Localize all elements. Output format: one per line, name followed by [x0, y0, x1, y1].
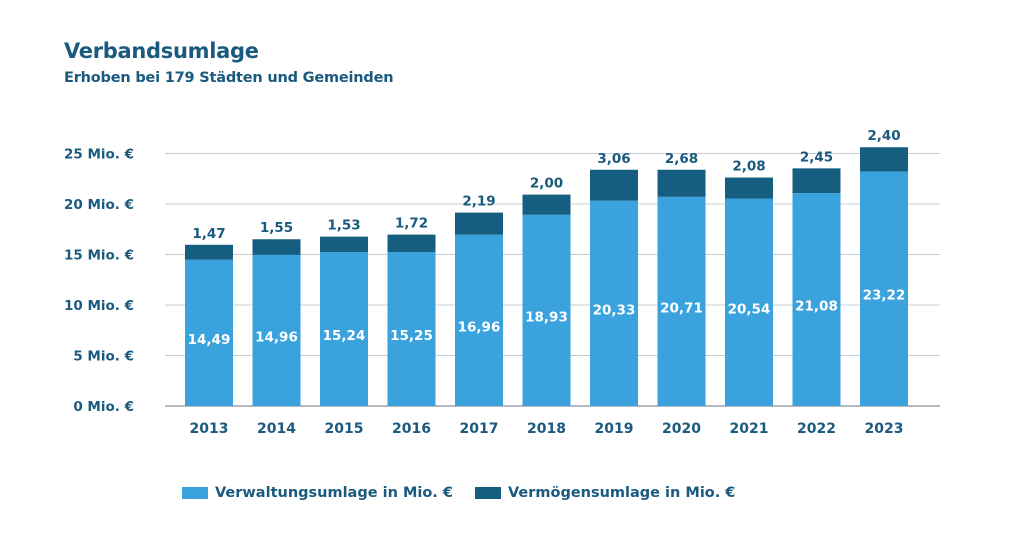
chart-legend: Verwaltungsumlage in Mio. € Vermögensuml… [182, 485, 757, 501]
bar-verwaltung [522, 214, 571, 406]
bar-verwaltung [455, 234, 503, 406]
data-label-vermoegen: 2,00 [530, 176, 563, 192]
x-tick-label: 2014 [257, 421, 296, 437]
bar-vermoegen [387, 234, 436, 252]
bar-vermoegen [657, 169, 706, 197]
bar-verwaltung [252, 254, 301, 406]
y-tick-label: 25 Mio. € [64, 147, 134, 163]
x-tick-label: 2013 [190, 421, 229, 437]
y-tick-label: 15 Mio. € [64, 248, 134, 264]
y-tick-label: 10 Mio. € [64, 298, 134, 314]
data-label-verwaltung: 16,96 [458, 319, 501, 335]
data-label-vermoegen: 3,06 [597, 151, 630, 167]
x-tick-label: 2023 [865, 421, 904, 437]
x-tick-label: 2015 [325, 421, 364, 437]
bar-verwaltung [860, 171, 908, 406]
bar-verwaltung [657, 196, 706, 406]
bar-vermoegen [590, 169, 638, 201]
bar-verwaltung [320, 252, 368, 406]
x-tick-label: 2021 [730, 421, 769, 437]
legend-item-vermoegen: Vermögensumlage in Mio. € [474, 485, 736, 501]
x-tick-label: 2020 [662, 421, 701, 437]
legend-label-vermoegen: Vermögensumlage in Mio. € [507, 485, 736, 501]
data-label-verwaltung: 21,08 [795, 299, 838, 315]
x-tick-label: 2019 [595, 421, 634, 437]
bar-verwaltung [387, 251, 436, 406]
data-label-verwaltung: 18,93 [525, 309, 568, 325]
data-label-vermoegen: 1,72 [395, 216, 428, 232]
data-label-vermoegen: 2,68 [665, 151, 698, 167]
data-label-verwaltung: 15,24 [323, 328, 366, 344]
x-tick-label: 2022 [797, 421, 836, 437]
bar-vermoegen [320, 236, 368, 253]
bar-verwaltung [792, 193, 841, 406]
data-label-verwaltung: 20,33 [593, 302, 636, 318]
bar-vermoegen [792, 168, 841, 194]
bar-vermoegen [252, 239, 301, 255]
bar-vermoegen [522, 194, 571, 215]
data-label-vermoegen: 1,55 [260, 220, 293, 236]
data-label-vermoegen: 2,19 [462, 194, 495, 210]
bar-verwaltung [725, 198, 773, 406]
x-tick-label: 2016 [392, 421, 431, 437]
data-label-vermoegen: 2,45 [800, 149, 833, 165]
chart-subtitle: Erhoben bei 179 Städten und Gemeinden [64, 70, 394, 86]
bar-verwaltung [185, 259, 233, 406]
bar-vermoegen [725, 177, 773, 199]
legend-swatch-vermoegen [474, 487, 501, 499]
bar-verwaltung [590, 200, 638, 406]
data-label-vermoegen: 2,40 [867, 128, 900, 144]
bar-vermoegen [185, 244, 233, 260]
data-label-vermoegen: 2,08 [732, 159, 765, 175]
data-label-vermoegen: 1,53 [327, 218, 360, 234]
x-tick-label: 2017 [460, 421, 499, 437]
y-tick-label: 0 Mio. € [73, 399, 134, 415]
data-label-verwaltung: 14,96 [255, 329, 298, 345]
data-label-verwaltung: 14,49 [188, 332, 231, 348]
data-label-vermoegen: 1,47 [192, 226, 225, 242]
legend-label-verwaltung: Verwaltungsumlage in Mio. € [215, 485, 453, 501]
data-label-verwaltung: 15,25 [390, 328, 433, 344]
y-tick-label: 20 Mio. € [64, 197, 134, 213]
data-label-verwaltung: 20,71 [660, 300, 703, 316]
bar-vermoegen [860, 147, 908, 172]
data-label-verwaltung: 20,54 [728, 301, 771, 317]
legend-swatch-verwaltung [182, 487, 208, 499]
y-tick-label: 5 Mio. € [73, 349, 134, 365]
legend-item-verwaltung: Verwaltungsumlage in Mio. € [182, 485, 453, 501]
x-tick-label: 2018 [527, 421, 566, 437]
bar-vermoegen [455, 212, 503, 235]
chart-title: Verbandsumlage [64, 39, 259, 63]
data-label-verwaltung: 23,22 [863, 288, 906, 304]
